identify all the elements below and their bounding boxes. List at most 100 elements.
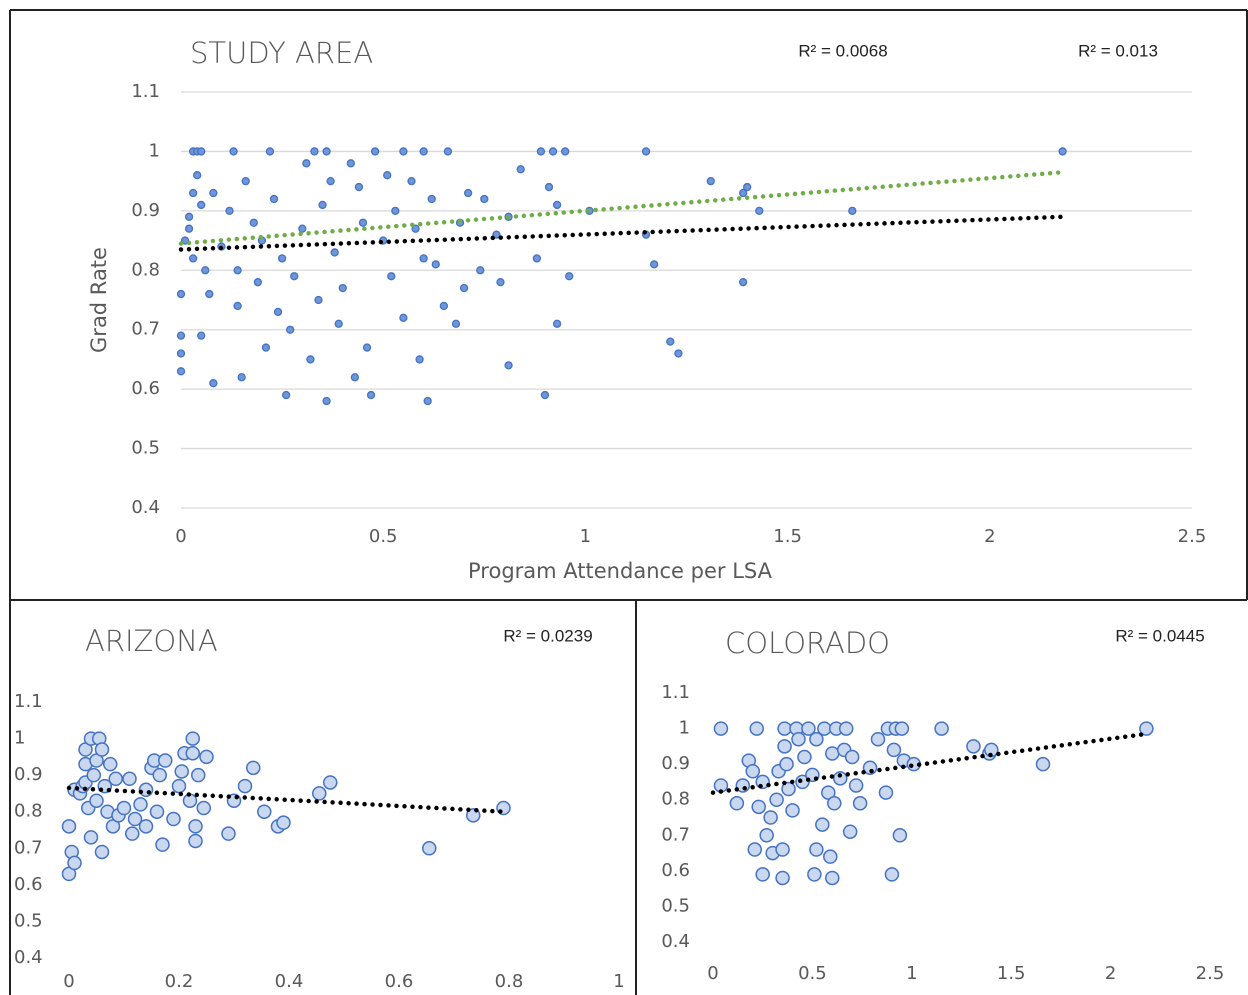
scatter-point [180, 236, 190, 245]
scatter-point [370, 147, 380, 156]
scatter-point [807, 867, 822, 882]
x-tick-label: 0 [63, 971, 74, 992]
scatter-point [516, 165, 525, 174]
scatter-point [769, 792, 784, 807]
scatter-point [439, 301, 449, 311]
scatter-point [312, 786, 327, 801]
scatter-point [817, 721, 832, 736]
scatter-point [322, 396, 331, 406]
scatter-point [155, 837, 170, 852]
scatter-point [199, 749, 214, 765]
x-tick-label: 0.4 [275, 971, 304, 992]
scatter-point [391, 206, 400, 216]
x-tick-label: 0.8 [495, 971, 524, 992]
scatter-point [886, 742, 902, 758]
scatter-point [197, 331, 206, 340]
x-tick-label: 1.5 [773, 526, 802, 547]
scatter-point [205, 289, 214, 299]
scatter-point [89, 793, 104, 808]
scatter-point [649, 260, 659, 269]
scatter-point [125, 826, 140, 841]
scatter-point [825, 746, 840, 761]
scatter-point [832, 771, 848, 786]
scatter-point [759, 828, 774, 843]
scatter-point [423, 396, 432, 406]
scatter-point [755, 867, 770, 882]
scatter-point [152, 767, 167, 783]
scatter-point [1058, 147, 1067, 156]
y-tick-label: 0.8 [661, 789, 690, 810]
scatter-point [193, 171, 202, 180]
scatter-point [1035, 756, 1051, 772]
scatter-point [61, 819, 77, 834]
scatter-point [86, 767, 101, 783]
x-tick-label: 0 [175, 526, 186, 547]
scatter-point [419, 147, 428, 156]
scatter-point [209, 188, 218, 198]
scatter-point [548, 147, 558, 156]
y-tick-label: 1.1 [131, 81, 160, 102]
scatter-point [536, 147, 546, 156]
scatter-point [257, 804, 272, 819]
scatter-point [358, 218, 368, 227]
x-tick-label: 0.5 [369, 526, 398, 547]
scatter-point [480, 194, 489, 204]
scatter-point [225, 206, 234, 216]
scatter-point [852, 796, 868, 811]
x-tick-label: 2.5 [1196, 963, 1225, 984]
r-squared-label: R² = 0.0239 [503, 626, 592, 645]
scatter-point [823, 849, 838, 864]
x-tick-label: 0.6 [385, 971, 414, 992]
scatter-point [103, 756, 118, 772]
scatter-point [221, 826, 236, 841]
scatter-point [791, 731, 806, 747]
r-squared-label: R² = 0.0068 [798, 41, 887, 60]
scatter-point [290, 272, 299, 281]
y-tick-label: 0.9 [131, 200, 160, 221]
scatter-point [233, 266, 242, 275]
scatter-point [532, 254, 542, 263]
scatter-point [825, 870, 840, 886]
scatter-point [133, 797, 148, 812]
scatter-point [775, 842, 790, 857]
y-tick-label: 0.4 [131, 497, 160, 518]
y-tick-label: 0.8 [14, 801, 43, 822]
scatter-point [459, 283, 469, 293]
scatter-point [451, 319, 461, 328]
scatter-point [277, 254, 287, 263]
scatter-point [229, 147, 238, 156]
scatter-point [185, 745, 200, 761]
x-tick-label: 0 [707, 963, 718, 984]
scatter-point [821, 785, 836, 800]
y-tick-label: 0.5 [131, 438, 160, 459]
scatter-point [171, 778, 187, 794]
scatter-point [540, 390, 550, 400]
scatter-point [749, 721, 764, 736]
scatter-point [185, 731, 200, 746]
scatter-point [894, 721, 910, 736]
scatter-point [781, 781, 796, 797]
scatter-point [318, 200, 327, 210]
scatter-point [298, 224, 307, 233]
scatter-point [237, 373, 246, 382]
scatter-point [191, 767, 206, 783]
scatter-point [431, 260, 440, 269]
y-tick-label: 0.6 [131, 378, 160, 399]
chart-title: ARIZONA [85, 624, 218, 658]
chart-title: COLORADO [725, 626, 890, 660]
r-squared-label: R² = 0.0445 [1115, 626, 1204, 645]
scatter-point [443, 147, 453, 156]
scatter-point [302, 159, 311, 168]
scatter-point [273, 307, 283, 317]
y-tick-label: 0.5 [661, 895, 690, 916]
y-tick-label: 0.9 [661, 753, 690, 774]
scatter-point [870, 731, 886, 747]
scatter-point [747, 842, 762, 857]
scatter-point [246, 760, 261, 776]
scatter-point [108, 771, 123, 787]
y-tick-label: 0.9 [14, 764, 43, 785]
scatter-point [176, 367, 186, 376]
scatter-point [751, 799, 766, 815]
scatter-point [362, 343, 372, 352]
